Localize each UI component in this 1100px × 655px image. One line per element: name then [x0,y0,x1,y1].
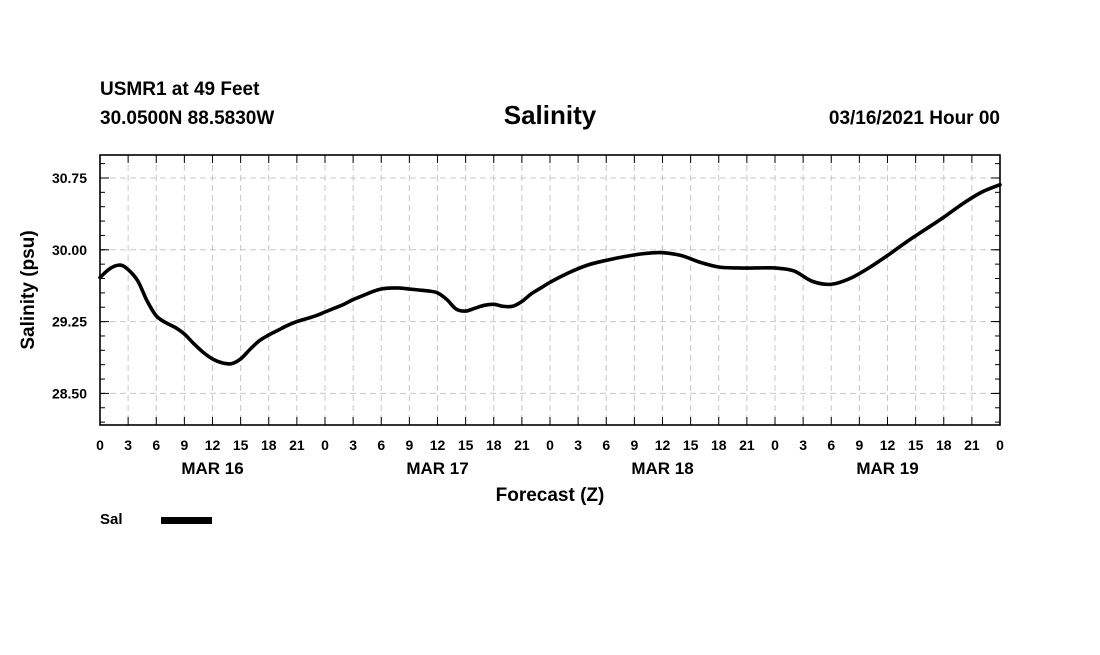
x-tick-label: 3 [124,437,132,453]
day-label: MAR 18 [631,459,693,478]
x-axis-title: Forecast (Z) [496,485,605,506]
x-tick-label: 15 [458,437,474,453]
x-tick-label: 21 [514,437,530,453]
x-tick-label: 6 [152,437,160,453]
x-tick-label: 3 [799,437,807,453]
salinity-series-line [98,182,1002,366]
day-label: MAR 19 [856,459,918,478]
x-tick-label: 18 [486,437,502,453]
x-tick-label: 0 [771,437,779,453]
legend-swatch-sal [161,517,212,524]
x-tick-label: 9 [405,437,413,453]
x-tick-label: 12 [430,437,446,453]
x-axis-tick-labels: 0 3 6 9 12 15 18 21 0 3 6 9 12 15 18 21 0 3 6 9 12 15 18 21 0 3 6 9… [96,437,1004,453]
x-tick-label: 0 [996,437,1004,453]
x-tick-label: 6 [602,437,610,453]
y-tick-label: 30.75 [52,170,87,186]
x-tick-label: 3 [574,437,582,453]
chart-title: Salinity [504,100,597,130]
x-tick-label: 9 [855,437,863,453]
forecast-run-time: 03/16/2021 Hour 00 [829,108,1000,129]
x-tick-label: 15 [908,437,924,453]
x-tick-label: 15 [233,437,249,453]
x-tick-label: 9 [180,437,188,453]
day-label: MAR 16 [181,459,243,478]
legend-label-sal: Sal [100,511,123,528]
y-axis-tick-labels: 28.50 29.25 30.00 30.75 [52,170,87,401]
x-tick-label: 15 [683,437,699,453]
y-tick-label: 30.00 [52,242,87,258]
x-tick-label: 12 [880,437,896,453]
x-tick-label: 3 [349,437,357,453]
x-tick-label: 0 [96,437,104,453]
x-tick-label: 6 [827,437,835,453]
x-tick-label: 21 [739,437,755,453]
x-tick-label: 21 [964,437,980,453]
plot-frame [99,154,1001,426]
x-axis-day-labels: MAR 16 MAR 17 MAR 18 MAR 19 [181,459,918,478]
x-tick-label: 9 [630,437,638,453]
x-tick-label: 21 [289,437,305,453]
x-tick-label: 12 [205,437,221,453]
station-name: USMR1 at 49 Feet [100,79,260,100]
y-tick-label: 29.25 [52,314,87,330]
x-tick-label: 0 [321,437,329,453]
x-tick-label: 18 [261,437,277,453]
x-tick-label: 0 [546,437,554,453]
station-coordinates: 30.0500N 88.5830W [100,108,274,129]
x-tick-label: 6 [377,437,385,453]
y-tick-label: 28.50 [52,385,87,401]
x-tick-label: 18 [711,437,727,453]
y-axis-title: Salinity (psu) [18,230,39,349]
x-tick-label: 12 [655,437,671,453]
x-tick-label: 18 [936,437,952,453]
day-label: MAR 17 [406,459,468,478]
